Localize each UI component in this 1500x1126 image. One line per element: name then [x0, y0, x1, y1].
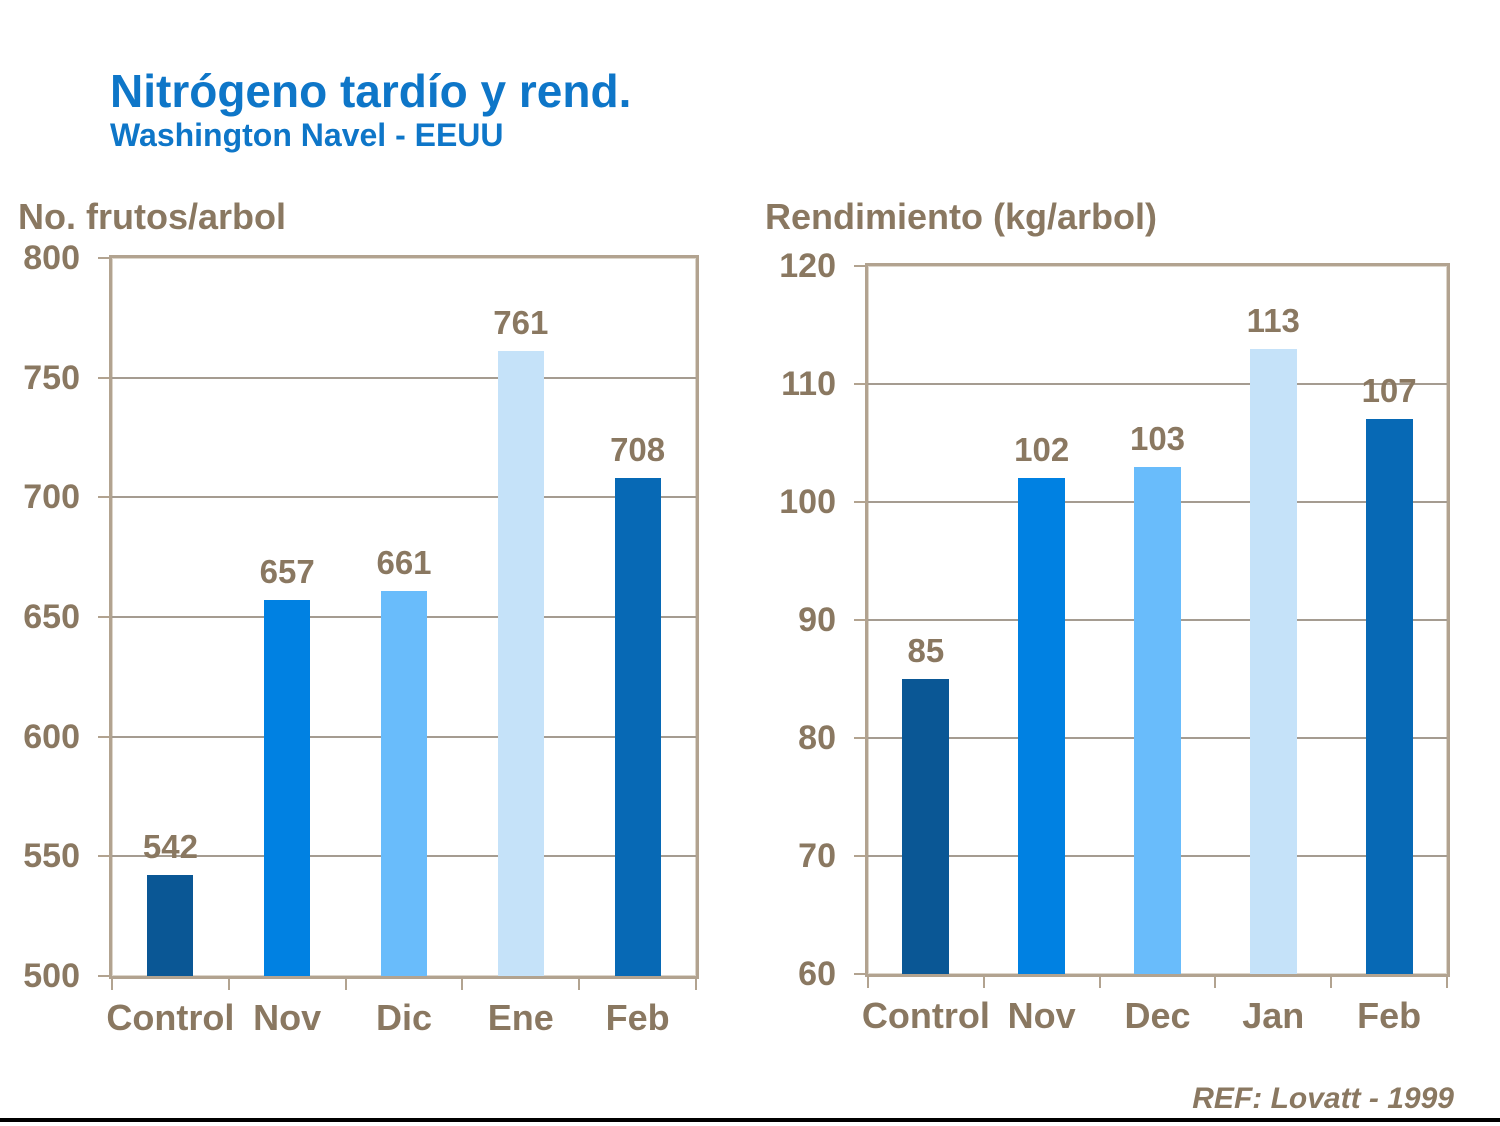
bar-ene — [497, 351, 544, 976]
bar-value-label: 85 — [907, 632, 945, 669]
x-axis-tick — [1098, 974, 1101, 988]
bar-jan — [1249, 348, 1297, 974]
y-gridline — [112, 496, 696, 499]
y-axis-tick — [854, 501, 867, 503]
bar-value-label: 657 — [259, 553, 315, 591]
bar-dec — [1134, 466, 1181, 974]
x-axis-tick — [1446, 974, 1448, 988]
x-category-label: Control — [106, 997, 235, 1038]
page-title: Nitrógeno tardío y rend. — [110, 65, 632, 117]
y-axis-tick-label: 120 — [779, 247, 836, 285]
y-axis-tick-label: 650 — [23, 598, 80, 636]
x-axis-tick — [1330, 974, 1333, 988]
x-category-label: Dec — [1124, 995, 1191, 1036]
y-axis-tick — [854, 855, 867, 857]
y-axis-tick-label: 500 — [23, 957, 80, 995]
y-axis-tick-label: 600 — [23, 717, 80, 756]
page-subtitle: Washington Navel - EEUU — [110, 117, 504, 153]
y-axis-tick-label: 80 — [798, 719, 836, 757]
bar-value-label: 102 — [1014, 431, 1070, 469]
x-category-label: Ene — [487, 997, 554, 1038]
x-axis-tick — [227, 976, 230, 990]
x-category-label: Feb — [1357, 995, 1422, 1036]
y-axis-tick — [854, 383, 867, 385]
x-axis-tick — [344, 976, 347, 990]
y-axis-tick — [98, 975, 111, 977]
y-gridline — [868, 383, 1447, 385]
right-chart-title: Rendimiento (kg/arbol) — [765, 196, 1158, 237]
y-axis-tick — [98, 257, 111, 259]
bar-control — [147, 875, 194, 976]
y-axis-tick-label: 100 — [779, 483, 836, 521]
bar-value-label: 107 — [1361, 372, 1417, 410]
y-gridline — [112, 376, 696, 379]
y-axis-tick — [854, 737, 867, 739]
bar-value-label: 103 — [1129, 419, 1186, 457]
x-category-label: Dic — [375, 997, 433, 1038]
bar-nov — [264, 600, 311, 976]
y-axis-tick-label: 60 — [798, 955, 836, 993]
reference-note: REF: Lovatt - 1999 — [1192, 1082, 1454, 1115]
y-axis-tick-label: 90 — [798, 601, 836, 639]
x-axis-tick — [111, 976, 113, 990]
y-axis-tick — [854, 619, 867, 621]
y-axis-tick — [98, 855, 111, 858]
left-chart-title: No. frutos/arbol — [18, 196, 286, 237]
y-axis-tick — [98, 496, 111, 499]
y-axis-tick-label: 700 — [23, 478, 80, 517]
x-axis-tick — [578, 976, 581, 990]
y-axis-tick-label: 750 — [23, 358, 80, 397]
bar-nov — [1018, 478, 1066, 974]
x-category-label: Feb — [605, 997, 670, 1038]
bar-value-label: 113 — [1246, 301, 1300, 339]
y-axis-tick — [854, 265, 867, 267]
x-axis-tick — [982, 974, 985, 988]
x-category-label: Jan — [1242, 995, 1305, 1036]
bar-value-label: 542 — [142, 828, 198, 866]
y-axis-tick — [854, 973, 867, 975]
bar-value-label: 661 — [376, 543, 432, 581]
x-category-label: Nov — [1007, 995, 1076, 1036]
x-axis-tick — [461, 976, 464, 990]
y-axis-tick-label: 110 — [781, 365, 836, 403]
bar-feb — [1365, 419, 1413, 974]
bar-value-label: 708 — [610, 431, 666, 469]
y-axis-tick — [98, 376, 111, 379]
bar-feb — [614, 478, 661, 976]
x-category-label: Nov — [253, 997, 322, 1038]
y-axis-tick-label: 70 — [798, 837, 836, 875]
y-axis-tick — [98, 616, 111, 618]
y-axis-tick — [98, 735, 111, 738]
x-category-label: Control — [861, 995, 990, 1036]
y-axis-tick-label: 800 — [23, 239, 80, 277]
bar-value-label: 761 — [493, 304, 549, 342]
bar-dic — [381, 590, 427, 976]
x-axis-tick — [695, 976, 697, 990]
x-axis-tick — [1214, 974, 1217, 988]
x-axis-tick — [867, 974, 869, 988]
y-axis-tick-label: 550 — [23, 837, 80, 876]
bottom-divider-line — [0, 1118, 1500, 1122]
bar-control — [902, 679, 950, 974]
